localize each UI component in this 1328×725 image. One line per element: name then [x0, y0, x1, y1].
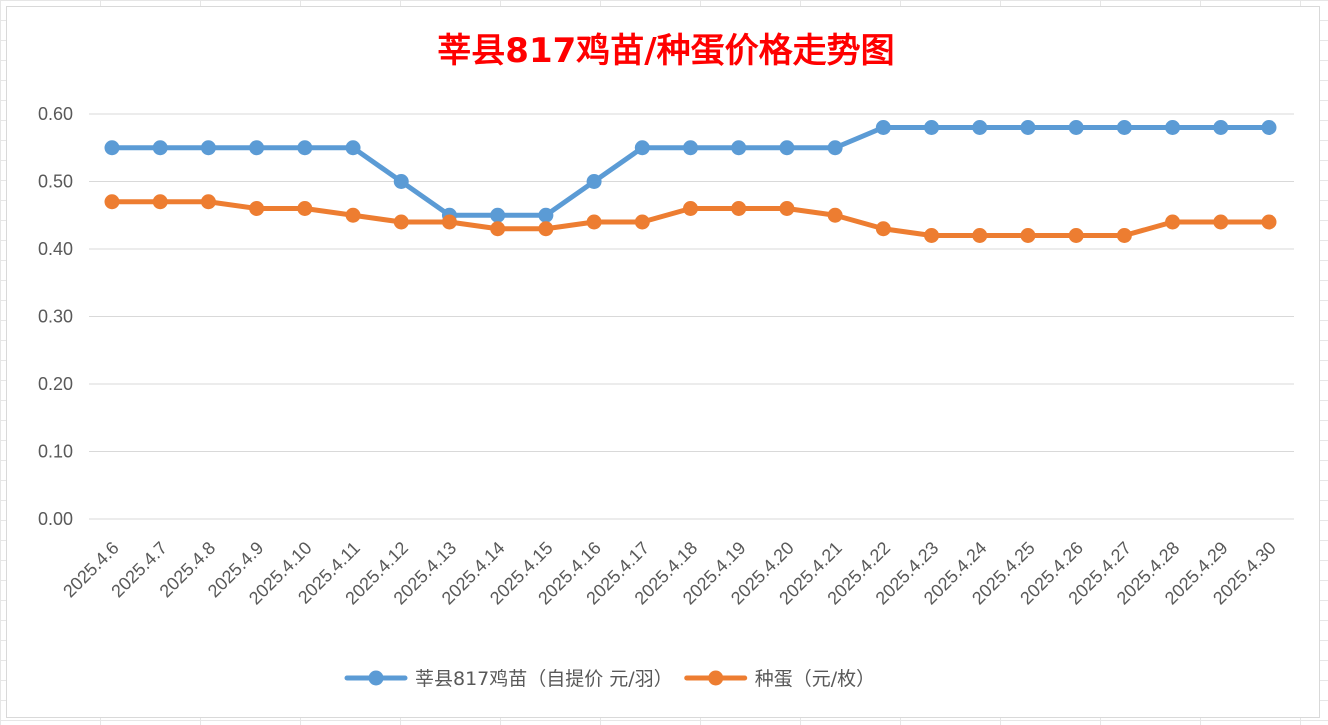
- data-point[interactable]: [1020, 228, 1036, 243]
- y-tick-label: 0.30: [38, 307, 73, 327]
- y-tick-label: 0.60: [38, 104, 73, 124]
- data-point[interactable]: [779, 201, 795, 216]
- data-point[interactable]: [104, 140, 120, 156]
- data-point[interactable]: [1261, 214, 1277, 230]
- data-point[interactable]: [538, 221, 554, 237]
- data-point[interactable]: [1116, 120, 1132, 135]
- data-point[interactable]: [152, 140, 168, 156]
- data-point[interactable]: [634, 140, 650, 156]
- data-point[interactable]: [345, 140, 361, 156]
- data-point[interactable]: [1068, 120, 1084, 135]
- data-point[interactable]: [586, 214, 602, 230]
- data-point[interactable]: [779, 140, 795, 156]
- data-point[interactable]: [1213, 120, 1229, 135]
- y-tick-label: 0.40: [38, 239, 73, 259]
- data-point[interactable]: [200, 194, 216, 210]
- data-point[interactable]: [345, 207, 361, 223]
- gridlines: [89, 113, 1294, 520]
- data-point[interactable]: [972, 120, 988, 135]
- y-tick-label: 0.50: [38, 172, 73, 192]
- y-tick-label: 0.20: [38, 374, 73, 394]
- data-point[interactable]: [924, 120, 940, 135]
- data-point[interactable]: [1068, 228, 1084, 243]
- data-point[interactable]: [1213, 214, 1229, 230]
- data-point[interactable]: [683, 140, 698, 156]
- data-point[interactable]: [875, 221, 891, 237]
- legend: 莘县817鸡苗（自提价 元/羽） 种蛋（元/枚）: [344, 668, 875, 690]
- series-group: [104, 120, 1277, 243]
- data-point[interactable]: [731, 140, 747, 156]
- data-point[interactable]: [827, 140, 843, 156]
- data-point[interactable]: [393, 174, 409, 189]
- data-point[interactable]: [1020, 120, 1036, 135]
- legend-point-marker: [708, 670, 724, 686]
- data-point[interactable]: [393, 214, 409, 230]
- data-point[interactable]: [104, 194, 120, 210]
- chart-title: 莘县817鸡苗/种蛋价格走势图: [437, 31, 894, 71]
- data-point[interactable]: [490, 207, 506, 223]
- data-point[interactable]: [586, 174, 602, 189]
- data-point[interactable]: [875, 120, 891, 135]
- data-point[interactable]: [441, 214, 457, 230]
- data-point[interactable]: [924, 228, 940, 243]
- legend-point-marker: [368, 670, 384, 686]
- y-tick-label: 0.00: [38, 509, 73, 529]
- data-point[interactable]: [538, 207, 554, 223]
- data-point[interactable]: [152, 194, 168, 210]
- y-axis: 0.00 0.10 0.20 0.30 0.40 0.50 0.60: [38, 104, 73, 529]
- data-point[interactable]: [297, 201, 313, 216]
- data-point[interactable]: [683, 201, 698, 216]
- data-point[interactable]: [634, 214, 650, 230]
- data-point[interactable]: [1261, 120, 1277, 135]
- line-chart: 莘县817鸡苗/种蛋价格走势图 0.00 0.10 0.20 0.30 0.40 0.50…: [38, 31, 1294, 690]
- data-point[interactable]: [200, 140, 216, 156]
- data-point[interactable]: [1165, 214, 1181, 230]
- x-axis: 2025.4.62025.4.72025.4.82025.4.92025.4.1…: [59, 538, 1280, 609]
- series-1: [104, 120, 1277, 223]
- legend-label: 莘县817鸡苗（自提价 元/羽）: [415, 668, 673, 690]
- data-point[interactable]: [490, 221, 506, 237]
- data-point[interactable]: [731, 201, 747, 216]
- data-point[interactable]: [297, 140, 313, 156]
- data-point[interactable]: [972, 228, 988, 243]
- data-point[interactable]: [827, 207, 843, 223]
- data-point[interactable]: [1116, 228, 1132, 243]
- y-tick-label: 0.10: [38, 442, 73, 462]
- chart-area[interactable]: 莘县817鸡苗/种蛋价格走势图 0.00 0.10 0.20 0.30 0.40 0.50…: [6, 6, 1320, 718]
- data-point[interactable]: [1165, 120, 1181, 135]
- series-2: [104, 194, 1277, 243]
- data-point[interactable]: [249, 140, 265, 156]
- data-point[interactable]: [249, 201, 265, 216]
- legend-item-1[interactable]: 莘县817鸡苗（自提价 元/羽）: [344, 668, 673, 690]
- legend-item-2[interactable]: 种蛋（元/枚）: [684, 668, 875, 690]
- legend-label: 种蛋（元/枚）: [755, 668, 875, 690]
